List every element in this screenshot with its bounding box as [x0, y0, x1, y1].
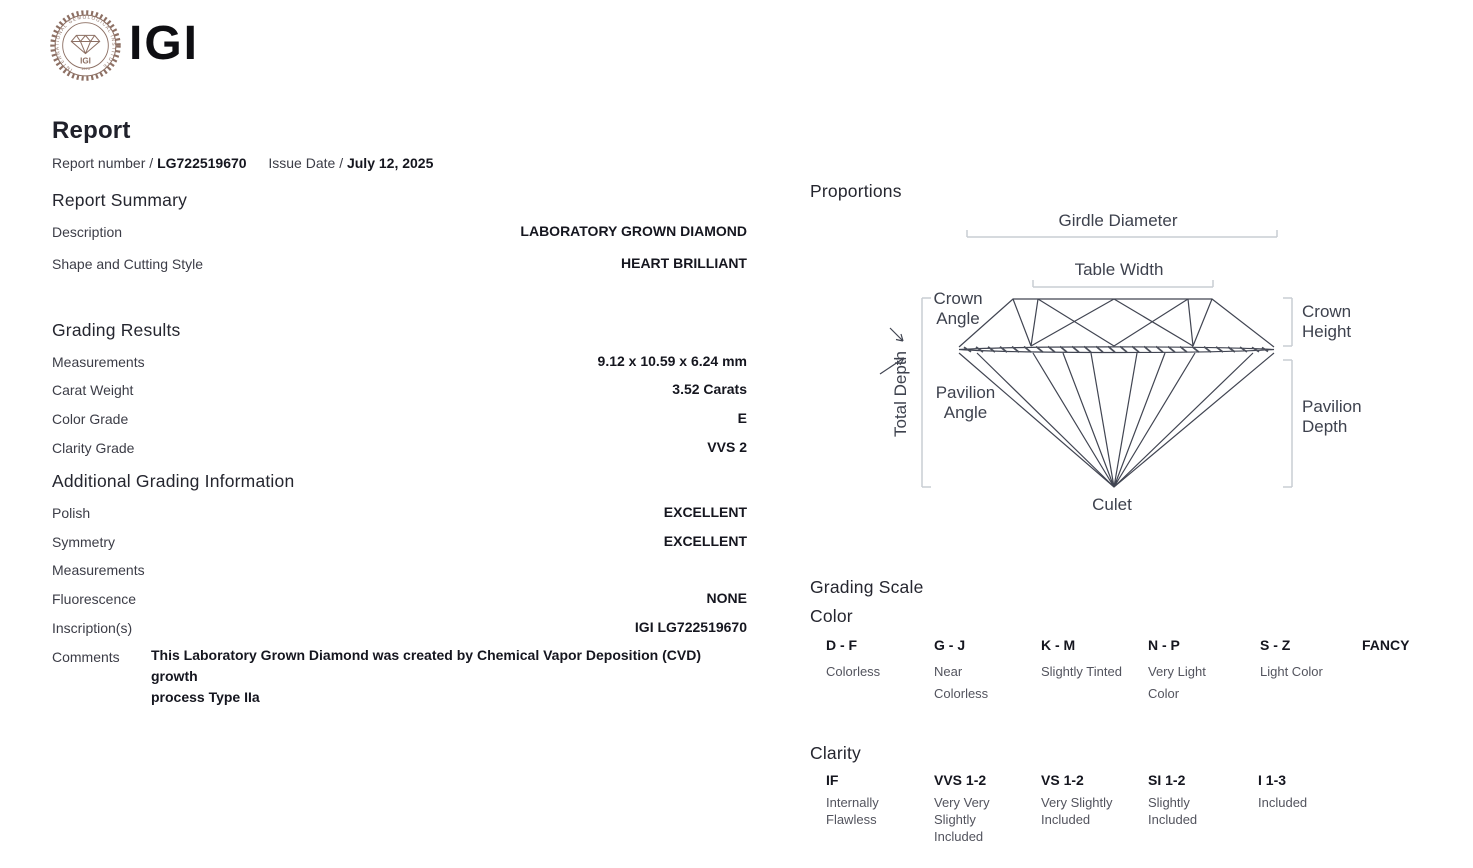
scale-desc: Internally Flawless	[826, 795, 879, 827]
girdle-diameter-label: Girdle Diameter	[1058, 211, 1178, 230]
inscriptions-value: IGI LG722519670	[634, 619, 747, 635]
scale-desc: Very Slightly Included	[1041, 795, 1113, 827]
inscriptions-label: Inscription(s)	[52, 620, 133, 636]
proportions-diagram: Girdle Diameter Table Width Crown Angle …	[800, 200, 1440, 530]
color-grade-value: E	[737, 410, 747, 426]
grading-results-heading: Grading Results	[52, 320, 181, 340]
measurements2-label: Measurements	[52, 562, 145, 578]
color-scale-item-fancy: FANCY	[1362, 637, 1462, 661]
summary-row-description: Description LABORATORY GROWN DIAMOND	[52, 223, 747, 242]
polish-label: Polish	[52, 505, 91, 521]
diamond-profile-drawing	[879, 230, 1293, 488]
crown-angle-label: Crown Angle	[933, 289, 983, 328]
scale-desc: Light Color	[1260, 664, 1323, 679]
comments-value: This Laboratory Grown Diamond was create…	[151, 647, 701, 705]
report-number-value: LG722519670	[157, 155, 247, 171]
igi-logo-text: IGI	[129, 17, 200, 70]
scale-range: VS 1-2	[1041, 772, 1084, 788]
carat-weight-label: Carat Weight	[52, 382, 134, 398]
measurements-value: 9.12 x 10.59 x 6.24 mm	[597, 353, 747, 369]
description-label: Description	[52, 224, 123, 240]
color-scale-item-df: D - F Colorless	[826, 637, 926, 683]
scale-desc: Near Colorless	[934, 664, 989, 701]
clarity-scale-item-vvs: VVS 1-2 Very Very Slightly Included	[934, 772, 1034, 845]
additional-row-inscriptions: Inscription(s) IGI LG722519670	[52, 619, 747, 638]
clarity-scale-item-i: I 1-3 Included	[1258, 772, 1358, 811]
issue-date-value: July 12, 2025	[346, 155, 434, 171]
clarity-scale-heading: Clarity	[810, 743, 861, 763]
report-summary-heading: Report Summary	[52, 190, 188, 210]
igi-seal-icon: INTERNATIONAL GEMOLOGICAL INSTITUTE IGI …	[50, 10, 121, 81]
clarity-scale-item-vs: VS 1-2 Very Slightly Included	[1041, 772, 1145, 828]
culet-label: Culet	[1092, 495, 1132, 514]
measurements-label: Measurements	[52, 354, 145, 370]
results-row-color: Color Grade E	[52, 410, 747, 429]
seal-diamond-glyph	[70, 34, 101, 55]
scale-range: G - J	[934, 637, 966, 653]
shape-value: HEART BRILLIANT	[621, 255, 747, 271]
pavilion-angle-label: Pavilion Angle	[935, 383, 996, 422]
color-scale-heading: Color	[810, 606, 853, 626]
seal-year: 1975	[81, 67, 90, 71]
scale-desc: Slightly Included	[1148, 795, 1198, 827]
clarity-scale-item-si: SI 1-2 Slightly Included	[1148, 772, 1248, 828]
symmetry-value: EXCELLENT	[663, 533, 747, 549]
angle-pointer-arrows	[879, 327, 905, 375]
color-scale-item-sz: S - Z Light Color	[1260, 637, 1360, 683]
carat-weight-value: 3.52 Carats	[672, 381, 747, 397]
scale-range: I 1-3	[1258, 772, 1287, 788]
additional-row-fluorescence: Fluorescence NONE	[52, 590, 747, 609]
page-title: Report	[52, 117, 131, 144]
scale-desc: Very Light Color	[1148, 664, 1206, 701]
comments-label: Comments	[52, 649, 120, 665]
color-grade-label: Color Grade	[52, 411, 129, 427]
scale-range: K - M	[1041, 637, 1076, 653]
clarity-grade-label: Clarity Grade	[52, 440, 135, 456]
color-scale-item-km: K - M Slightly Tinted	[1041, 637, 1145, 683]
pavilion-depth-label: Pavilion Depth	[1302, 397, 1362, 436]
crown-height-label: Crown Height	[1302, 302, 1352, 341]
fluorescence-value: NONE	[706, 590, 747, 606]
clarity-scale-item-if: IF Internally Flawless	[826, 772, 926, 828]
scale-range: D - F	[826, 637, 858, 653]
scale-range: IF	[826, 772, 839, 788]
scale-range: S - Z	[1260, 637, 1291, 653]
report-meta-line: Report number / LG722519670 Issue Date /…	[52, 155, 433, 171]
scale-desc: Colorless	[826, 664, 881, 679]
scale-range: FANCY	[1362, 637, 1410, 653]
scale-range: SI 1-2	[1148, 772, 1186, 788]
additional-row-symmetry: Symmetry EXCELLENT	[52, 533, 747, 552]
clarity-grade-value: VVS 2	[707, 439, 747, 455]
results-row-clarity: Clarity Grade VVS 2	[52, 439, 747, 458]
seal-igi-text: IGI	[80, 57, 91, 66]
scale-desc: Included	[1258, 795, 1308, 810]
table-width-label: Table Width	[1074, 260, 1164, 279]
issue-date-label: Issue Date /	[268, 155, 344, 171]
report-number-label: Report number /	[52, 155, 154, 171]
diamond-outline	[958, 298, 1275, 488]
color-scale-item-np: N - P Very Light Color	[1148, 637, 1248, 705]
grading-scale-heading: Grading Scale	[810, 577, 924, 597]
additional-row-measurements: Measurements	[52, 562, 747, 580]
polish-value: EXCELLENT	[663, 504, 747, 520]
proportions-heading: Proportions	[810, 181, 902, 201]
results-row-carat: Carat Weight 3.52 Carats	[52, 381, 747, 400]
results-row-measurements: Measurements 9.12 x 10.59 x 6.24 mm	[52, 353, 747, 372]
scale-range: VVS 1-2	[934, 772, 987, 788]
color-scale-item-gj: G - J Near Colorless	[934, 637, 1034, 705]
summary-row-shape: Shape and Cutting Style HEART BRILLIANT	[52, 255, 747, 274]
additional-row-polish: Polish EXCELLENT	[52, 504, 747, 523]
shape-label: Shape and Cutting Style	[52, 256, 203, 272]
total-depth-label: Total Depth	[891, 351, 910, 437]
girdle-hatching	[963, 345, 1269, 353]
measurement-brackets	[921, 230, 1293, 488]
scale-desc: Slightly Tinted	[1041, 664, 1122, 679]
scale-desc: Very Very Slightly Included	[934, 795, 990, 844]
fluorescence-label: Fluorescence	[52, 591, 137, 607]
additional-grading-heading: Additional Grading Information	[52, 471, 295, 491]
symmetry-label: Symmetry	[52, 534, 115, 550]
description-value: LABORATORY GROWN DIAMOND	[520, 223, 747, 239]
scale-range: N - P	[1148, 637, 1180, 653]
